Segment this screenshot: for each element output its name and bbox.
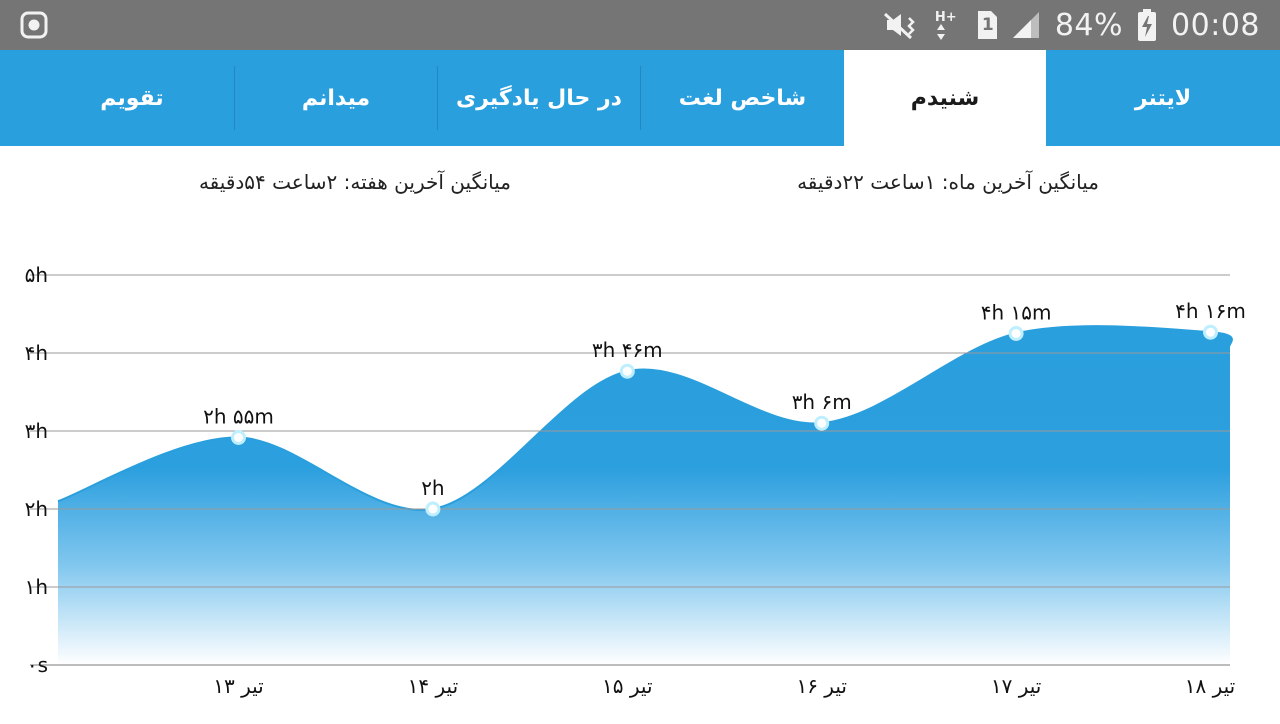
data-label: ۴h ۱۶m [1175, 299, 1246, 323]
sim-slot-label: 1 [981, 15, 994, 35]
data-label: ۲h [421, 476, 444, 500]
y-tick-label: ۱h [25, 575, 48, 599]
tab-label: تقویم [100, 85, 164, 111]
x-tick-label: ۱۶ تیر [796, 674, 846, 698]
x-tick-label: ۱۴ تیر [408, 674, 458, 698]
tab-divider [234, 66, 235, 130]
tab-divider [640, 66, 641, 130]
x-tick-label: ۱۷ تیر [991, 674, 1041, 698]
tab-label: شاخص لغت [678, 85, 807, 111]
data-point [1008, 326, 1024, 341]
data-label: ۴h ۱۵m [981, 301, 1052, 325]
tab-label: در حال یادگیری [456, 85, 622, 111]
status-icons: H+ 1 84% 00:08 [881, 0, 1260, 50]
screen-record-icon [20, 11, 48, 39]
tab-label: لایتنر [1134, 85, 1192, 111]
chart-area: ۰s ۱h ۲h ۳h ۴h ۵h ۲h ۵۵m ۱۳ تیر ۲h ۱۴ تیر ۳h ۴۶m ۱… [0, 240, 1280, 720]
data-label: ۲h ۵۵m [203, 405, 274, 429]
clock: 00:08 [1171, 7, 1260, 43]
tab-learning[interactable]: در حال یادگیری [438, 50, 640, 146]
data-label: ۳h ۴۶m [592, 338, 663, 362]
data-point [1203, 324, 1218, 340]
tab-known[interactable]: میدانم [235, 50, 437, 146]
tab-bar: لایتنر شنیدم شاخص لغت در حال یادگیری مید… [0, 50, 1280, 146]
listening-time-chart: ۰s ۱h ۲h ۳h ۴h ۵h ۲h ۵۵m ۱۳ تیر ۲h ۱۴ تیر ۳h ۴۶m ۱… [25, 263, 1246, 698]
series-line [57, 325, 1233, 511]
tab-label: شنیدم [910, 85, 980, 111]
y-tick-label: ۰s [27, 653, 48, 677]
data-point [814, 415, 830, 431]
y-tick-label: ۴h [25, 341, 48, 365]
sim-icon: 1 [975, 11, 997, 39]
series-area [58, 326, 1232, 665]
y-tick-label: ۳h [25, 419, 48, 443]
x-tick-label: ۱۳ تیر [213, 674, 263, 698]
tab-heard[interactable]: شنیدم [844, 50, 1046, 146]
y-tick-label: ۵h [25, 263, 48, 287]
tab-calendar[interactable]: تقویم [30, 50, 234, 146]
data-point [231, 430, 246, 445]
tab-label: میدانم [301, 85, 371, 111]
x-tick-label: ۱۸ تیر [1185, 674, 1235, 698]
tab-divider [437, 66, 438, 130]
x-tick-label: ۱۵ تیر [602, 674, 652, 698]
data-point [425, 501, 441, 517]
tab-leitner[interactable]: لایتنر [1046, 50, 1280, 146]
status-bar: H+ 1 84% 00:08 [0, 0, 1280, 50]
data-arrows-icon: H+ [935, 10, 961, 40]
battery-charging-icon [1138, 9, 1157, 41]
network-type-label: H+ [934, 10, 957, 25]
tab-word-index[interactable]: شاخص لغت [641, 50, 844, 146]
week-average: میانگین آخرین هفته: ۲ساعت ۵۴دقیقه [198, 170, 511, 194]
y-tick-label: ۲h [25, 497, 48, 521]
data-label: ۳h ۶m [792, 390, 852, 414]
month-average: میانگین آخرین ماه: ۱ساعت ۲۲دقیقه [797, 170, 1099, 194]
signal-icon [1012, 12, 1039, 38]
mute-icon [883, 12, 915, 40]
battery-percent: 84% [1054, 7, 1124, 43]
data-point [619, 363, 635, 379]
